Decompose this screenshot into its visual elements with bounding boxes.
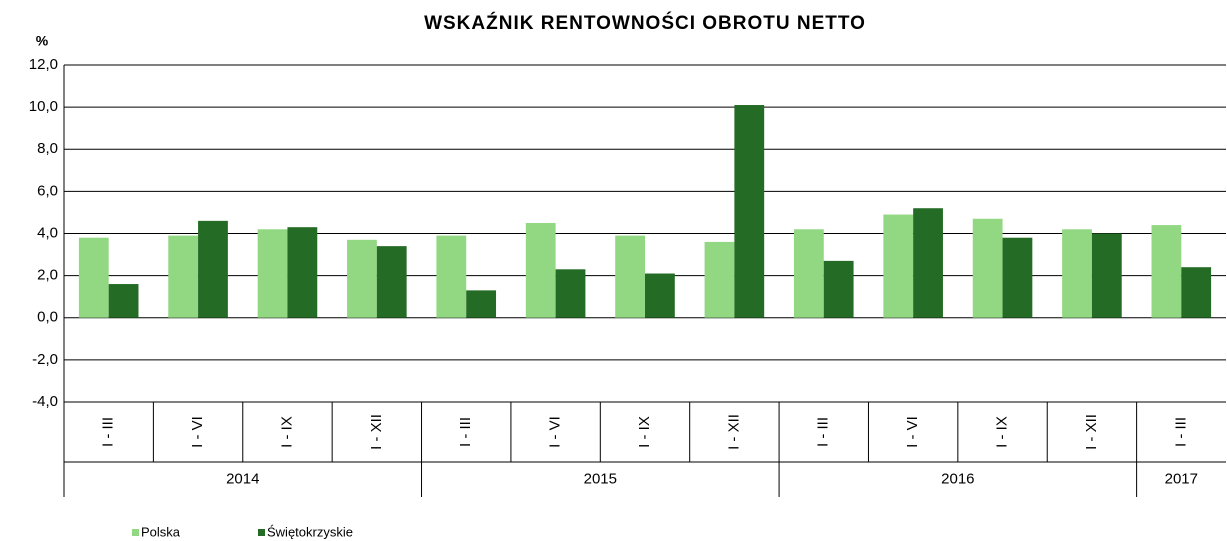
group-label: 2016 <box>941 470 974 487</box>
bar <box>1151 225 1182 318</box>
legend-label: Polska <box>141 524 181 539</box>
legend-label: Świętokrzyskie <box>267 524 353 539</box>
bar <box>555 269 586 318</box>
bar <box>376 246 407 318</box>
bar <box>1062 229 1092 318</box>
group-label: 2017 <box>1165 470 1198 487</box>
bar <box>78 237 109 318</box>
bar <box>883 214 914 318</box>
group-label: 2015 <box>584 470 617 487</box>
y-tick-label: 10,0 <box>29 98 58 115</box>
x-tick-label: I - VI <box>904 416 921 448</box>
bar <box>793 229 824 318</box>
bar <box>1002 237 1033 318</box>
x-tick-label: I - XII <box>725 414 742 450</box>
x-tick-label: I - VI <box>547 416 564 448</box>
bar <box>734 105 765 318</box>
x-tick-label: I - III <box>1172 417 1189 447</box>
y-tick-label: 2,0 <box>37 267 58 284</box>
bar <box>436 235 467 318</box>
bar <box>168 235 199 318</box>
chart-title: WSKAŹNIK RENTOWNOŚCI OBROTU NETTO <box>424 12 866 34</box>
legend-swatch <box>258 529 265 536</box>
x-tick-label: I - IX <box>636 416 653 448</box>
x-tick-label: I - IX <box>278 416 295 448</box>
x-tick-label: I - III <box>815 417 832 447</box>
x-tick-label: I - VI <box>189 416 206 448</box>
x-tick-label: I - III <box>100 417 117 447</box>
bar <box>1091 233 1122 318</box>
bar <box>257 229 288 318</box>
bar <box>972 218 1003 318</box>
legend-swatch <box>132 529 139 536</box>
y-tick-label: -2,0 <box>32 351 58 368</box>
bar <box>645 273 675 318</box>
bar <box>704 241 735 318</box>
bar <box>108 284 139 318</box>
bar <box>525 222 556 318</box>
bar <box>913 208 943 318</box>
x-tick-label: I - III <box>457 417 474 447</box>
bar <box>198 220 228 318</box>
y-tick-label: 12,0 <box>29 56 58 73</box>
bar <box>347 239 377 318</box>
x-tick-label: I - XII <box>1083 414 1100 450</box>
bar <box>287 227 318 318</box>
bar <box>615 235 645 318</box>
y-tick-label: 8,0 <box>37 140 58 157</box>
x-tick-label: I - IX <box>994 416 1011 448</box>
y-axis-label: % <box>36 33 49 49</box>
bar <box>466 290 497 318</box>
y-tick-label: 4,0 <box>37 224 58 241</box>
x-tick-label: I - XII <box>368 414 385 450</box>
y-tick-label: -4,0 <box>32 393 58 410</box>
bar <box>1181 267 1212 318</box>
y-tick-label: 6,0 <box>37 182 58 199</box>
y-tick-label: 0,0 <box>37 309 58 326</box>
group-label: 2014 <box>226 470 259 487</box>
bar <box>823 260 854 318</box>
